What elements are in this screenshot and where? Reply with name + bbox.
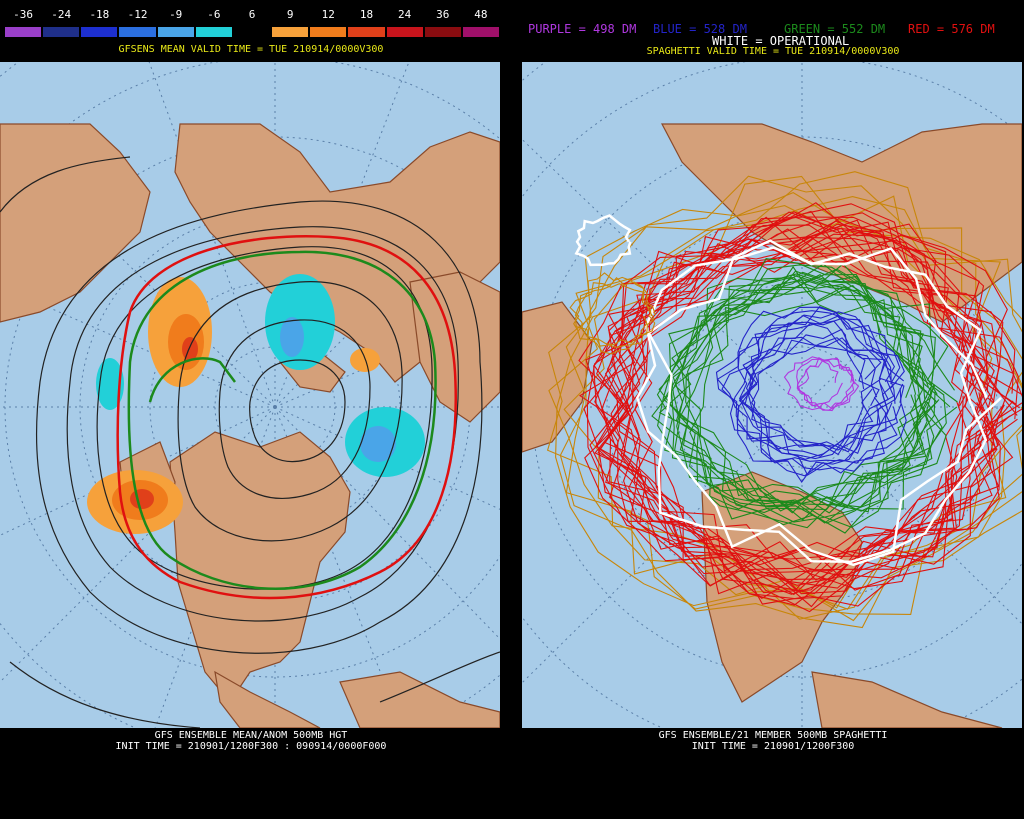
spaghetti-contour (783, 356, 843, 411)
colorbar-swatch (423, 26, 462, 38)
colorbar-label: 18 (359, 8, 374, 21)
spaghetti-contour (796, 357, 855, 409)
spaghetti-contour (574, 277, 656, 348)
spaghetti-contour (798, 360, 860, 411)
right-footer-line1: GFS ENSEMBLE/21 MEMBER 500MB SPAGHETTI (658, 730, 888, 741)
spaghetti-contour (635, 246, 1002, 567)
colorbar-swatch (118, 26, 157, 38)
spaghetti-contour (751, 328, 905, 477)
red-contour (116, 235, 457, 600)
colorbar-swatch (461, 26, 500, 38)
spaghetti-contour (574, 272, 655, 346)
spaghetti-map-svg (522, 62, 1022, 728)
anomaly-shading (87, 274, 425, 534)
spaghetti-contour (679, 263, 955, 512)
colorbar-label: 48 (474, 8, 488, 21)
spaghetti-contour (744, 337, 907, 476)
spaghetti-contour (682, 264, 938, 514)
spaghetti-contour (593, 217, 990, 595)
colorbar-label: -36 (13, 8, 34, 21)
colorbar-label: 12 (321, 8, 335, 21)
colorbar-swatch (80, 26, 119, 38)
colorbar-label: -24 (51, 8, 72, 21)
left-valid-time: GFSENS MEAN VALID TIME = TUE 210914/0000… (118, 44, 384, 55)
negative-anomaly-west (96, 358, 124, 410)
colorbar-label: -12 (127, 8, 148, 21)
spaghetti-contour (729, 322, 887, 464)
spaghetti-contour (738, 314, 904, 457)
positive-anomaly-europe (350, 348, 380, 372)
colorbar-swatch (4, 26, 43, 38)
colorbar-swatch (385, 26, 424, 38)
colorbar-label: 6 (248, 8, 256, 21)
spaghetti-contour (742, 305, 905, 456)
spaghetti-contour (555, 196, 1022, 622)
left-footer-line1: GFS ENSEMBLE MEAN/ANOM 500MB HGT (154, 730, 348, 741)
colorbar-label: 36 (436, 8, 450, 21)
mean-map-svg (0, 62, 500, 728)
south-america-north (339, 671, 500, 728)
spaghetti-contour (647, 239, 988, 563)
right-footer-line2: INIT TIME = 210901/1200F300 (691, 741, 855, 752)
panel-divider (502, 0, 522, 819)
spaghetti-contour (611, 232, 1019, 608)
spaghetti-contour (594, 220, 995, 589)
spaghetti-contour (715, 320, 874, 460)
left-footer-line2: INIT TIME = 210901/1200F300 : 090914/000… (115, 741, 387, 752)
colorbar-label: 24 (397, 8, 412, 21)
spaghetti-contour (737, 310, 892, 453)
spaghetti-contour (685, 274, 958, 528)
pacific-land (522, 301, 593, 453)
spaghetti-contour (584, 227, 989, 606)
anomaly-colorbar: -36 -24 -18 -12 -9 -6 6 9 12 18 24 36 48 (4, 6, 500, 38)
legend-white: WHITE = OPERATIONAL (712, 34, 850, 48)
central-america (214, 670, 321, 728)
asia-west (0, 123, 151, 323)
spaghetti-contour (614, 235, 1018, 613)
legend-blue: BLUE = 528 DM (653, 22, 747, 36)
spaghetti-contour (721, 336, 884, 483)
spaghetti-contour (604, 202, 1022, 581)
right-valid-time: SPAGHETTI VALID TIME = TUE 210914/0000V3… (646, 46, 900, 57)
legend-green: GREEN = 552 DM (784, 22, 886, 36)
colorbar-label: -9 (169, 8, 183, 21)
legend-purple: PURPLE = 498 DM (528, 22, 637, 36)
ensemble-mean-panel: -36 -24 -18 -12 -9 -6 6 9 12 18 24 36 48 GFSENS MEAN… (0, 0, 502, 819)
colorbar-swatch (309, 26, 348, 38)
mean-anomaly-map (0, 62, 500, 728)
colorbar-swatch (271, 26, 310, 38)
spaghetti-contour (574, 214, 632, 267)
north-america (169, 431, 351, 704)
spaghetti-contour (668, 286, 947, 529)
spaghetti-contour (656, 274, 922, 507)
colorbar-swatch (194, 26, 233, 38)
spaghetti-lines (546, 171, 1022, 629)
land-masses (0, 123, 500, 728)
spaghetti-contour (739, 311, 897, 451)
spaghetti-map (522, 62, 1022, 728)
colorbar-label: -18 (89, 8, 110, 21)
spaghetti-contour (657, 265, 932, 524)
colorbar-label: 9 (286, 8, 294, 21)
spaghetti-contour (601, 216, 1020, 595)
colorbar-swatch (42, 26, 81, 38)
legend-red: RED = 576 DM (908, 22, 995, 36)
south-america-north (811, 671, 1003, 728)
colorbar-swatch (347, 26, 386, 38)
spaghetti-contour (569, 282, 652, 355)
green-contour (127, 250, 437, 590)
spaghetti-contour (586, 211, 1005, 596)
spaghetti-contour (797, 357, 855, 412)
colorbar-swatch (156, 26, 195, 38)
colorbar-label: -6 (207, 8, 221, 21)
spaghetti-panel: PURPLE = 498 DM BLUE = 528 DM GREEN = 55… (522, 0, 1024, 819)
colorbar-swatch (232, 26, 272, 38)
